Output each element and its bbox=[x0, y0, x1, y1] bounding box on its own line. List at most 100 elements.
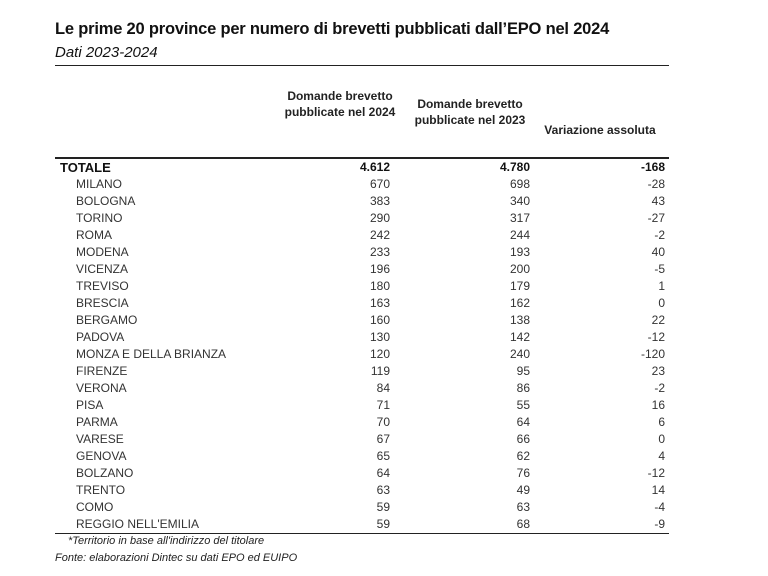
value-2023: 62 bbox=[516, 449, 530, 463]
value-2023: 698 bbox=[509, 177, 530, 191]
table-row: BOLOGNA 383 340 43 bbox=[55, 193, 667, 210]
value-2023: 240 bbox=[509, 347, 530, 361]
province-name: TORINO bbox=[76, 211, 123, 225]
value-2023: 55 bbox=[516, 398, 530, 412]
value-2024: 233 bbox=[369, 245, 390, 259]
value-2024: 196 bbox=[369, 262, 390, 276]
table-row: MILANO 670 698 -28 bbox=[55, 176, 667, 193]
variation-value: 23 bbox=[651, 364, 665, 378]
table-row: REGGIO NELL'EMILIA 59 68 -9 bbox=[55, 516, 667, 533]
province-name: TREVISO bbox=[76, 279, 129, 293]
value-2023: 244 bbox=[509, 228, 530, 242]
province-name: BOLOGNA bbox=[76, 194, 136, 208]
province-name: PISA bbox=[76, 398, 104, 412]
province-name: BOLZANO bbox=[76, 466, 134, 480]
variation-value: 43 bbox=[651, 194, 665, 208]
variation-value: 1 bbox=[658, 279, 665, 293]
province-name: FIRENZE bbox=[76, 364, 128, 378]
variation-value: -5 bbox=[654, 262, 665, 276]
variation-value: 14 bbox=[651, 483, 665, 497]
value-2023: 142 bbox=[509, 330, 530, 344]
table-row: TRENTO 63 49 14 bbox=[55, 482, 667, 499]
source-note: Fonte: elaborazioni Dintec su dati EPO e… bbox=[55, 552, 298, 564]
value-2024: 65 bbox=[376, 449, 390, 463]
bottom-rule bbox=[55, 533, 669, 534]
variation-value: -4 bbox=[654, 500, 665, 514]
table-row: PARMA 70 64 6 bbox=[55, 414, 667, 431]
value-2024: 63 bbox=[376, 483, 390, 497]
table-row: TORINO 290 317 -27 bbox=[55, 210, 667, 227]
value-2023: 49 bbox=[516, 483, 530, 497]
value-2023: 200 bbox=[509, 262, 530, 276]
value-2023: 95 bbox=[516, 364, 530, 378]
value-2024: 383 bbox=[369, 194, 390, 208]
province-name: MILANO bbox=[76, 177, 123, 191]
province-name: PADOVA bbox=[76, 330, 125, 344]
value-2023: 64 bbox=[516, 415, 530, 429]
province-name: BRESCIA bbox=[76, 296, 129, 310]
value-2023: 340 bbox=[509, 194, 530, 208]
header-2024: Domande brevetto pubblicate nel 2024 bbox=[284, 89, 396, 119]
value-2023: 317 bbox=[509, 211, 530, 225]
variation-value: -9 bbox=[654, 517, 665, 531]
value-2024: 670 bbox=[369, 177, 390, 191]
table-row: VICENZA 196 200 -5 bbox=[55, 261, 667, 278]
table-row: BRESCIA 163 162 0 bbox=[55, 295, 667, 312]
variation-value: -2 bbox=[654, 228, 665, 242]
table-row: BOLZANO 64 76 -12 bbox=[55, 465, 667, 482]
province-name: MONZA E DELLA BRIANZA bbox=[76, 347, 227, 361]
value-2024: 120 bbox=[369, 347, 390, 361]
province-name: VERONA bbox=[76, 381, 127, 395]
value-2024: 64 bbox=[376, 466, 390, 480]
value-2024: 130 bbox=[369, 330, 390, 344]
value-2023: 179 bbox=[509, 279, 530, 293]
top-rule bbox=[55, 65, 669, 66]
variation-value: 0 bbox=[658, 432, 665, 446]
province-name: PARMA bbox=[76, 415, 118, 429]
province-name: GENOVA bbox=[76, 449, 127, 463]
table-subtitle: Dati 2023-2024 bbox=[55, 44, 158, 61]
variation-value: -12 bbox=[647, 330, 665, 344]
value-2024: 242 bbox=[369, 228, 390, 242]
variation-value: 40 bbox=[651, 245, 665, 259]
province-name: REGGIO NELL'EMILIA bbox=[76, 517, 199, 531]
table-row: PADOVA 130 142 -12 bbox=[55, 329, 667, 346]
province-name: TRENTO bbox=[76, 483, 126, 497]
table-title: Le prime 20 province per numero di breve… bbox=[55, 20, 610, 38]
value-2023: 138 bbox=[509, 313, 530, 327]
value-2023: 86 bbox=[516, 381, 530, 395]
table-row: MODENA 233 193 40 bbox=[55, 244, 667, 261]
value-2023: 76 bbox=[516, 466, 530, 480]
variation-value: -28 bbox=[647, 177, 665, 191]
variation-value: -12 bbox=[647, 466, 665, 480]
value-2024: 160 bbox=[369, 313, 390, 327]
table-row: COMO 59 63 -4 bbox=[55, 499, 667, 516]
total-2024: 4.612 bbox=[359, 160, 390, 174]
variation-value: -2 bbox=[654, 381, 665, 395]
variation-value: 22 bbox=[651, 313, 665, 327]
table-row: BERGAMO 160 138 22 bbox=[55, 312, 667, 329]
value-2024: 290 bbox=[369, 211, 390, 225]
header-2023: Domande brevetto pubblicate nel 2023 bbox=[414, 97, 526, 127]
variation-value: 0 bbox=[658, 296, 665, 310]
variation-value: 6 bbox=[658, 415, 665, 429]
table-row: TREVISO 180 179 1 bbox=[55, 278, 667, 295]
variation-value: -120 bbox=[640, 347, 665, 361]
value-2023: 162 bbox=[509, 296, 530, 310]
value-2024: 70 bbox=[376, 415, 390, 429]
table-row: FIRENZE 119 95 23 bbox=[55, 363, 667, 380]
province-name: BERGAMO bbox=[76, 313, 138, 327]
table-row: PISA 71 55 16 bbox=[55, 397, 667, 414]
variation-value: 4 bbox=[658, 449, 665, 463]
table-row: VERONA 84 86 -2 bbox=[55, 380, 667, 397]
value-2023: 66 bbox=[516, 432, 530, 446]
variation-value: 16 bbox=[651, 398, 665, 412]
total-2023: 4.780 bbox=[499, 160, 530, 174]
province-name: COMO bbox=[76, 500, 114, 514]
province-name: ROMA bbox=[76, 228, 112, 242]
total-row: TOTALE 4.612 4.780 -168 bbox=[55, 159, 667, 176]
province-name: MODENA bbox=[76, 245, 129, 259]
province-name: VARESE bbox=[76, 432, 124, 446]
table-row: ROMA 242 244 -2 bbox=[55, 227, 667, 244]
table-row: GENOVA 65 62 4 bbox=[55, 448, 667, 465]
